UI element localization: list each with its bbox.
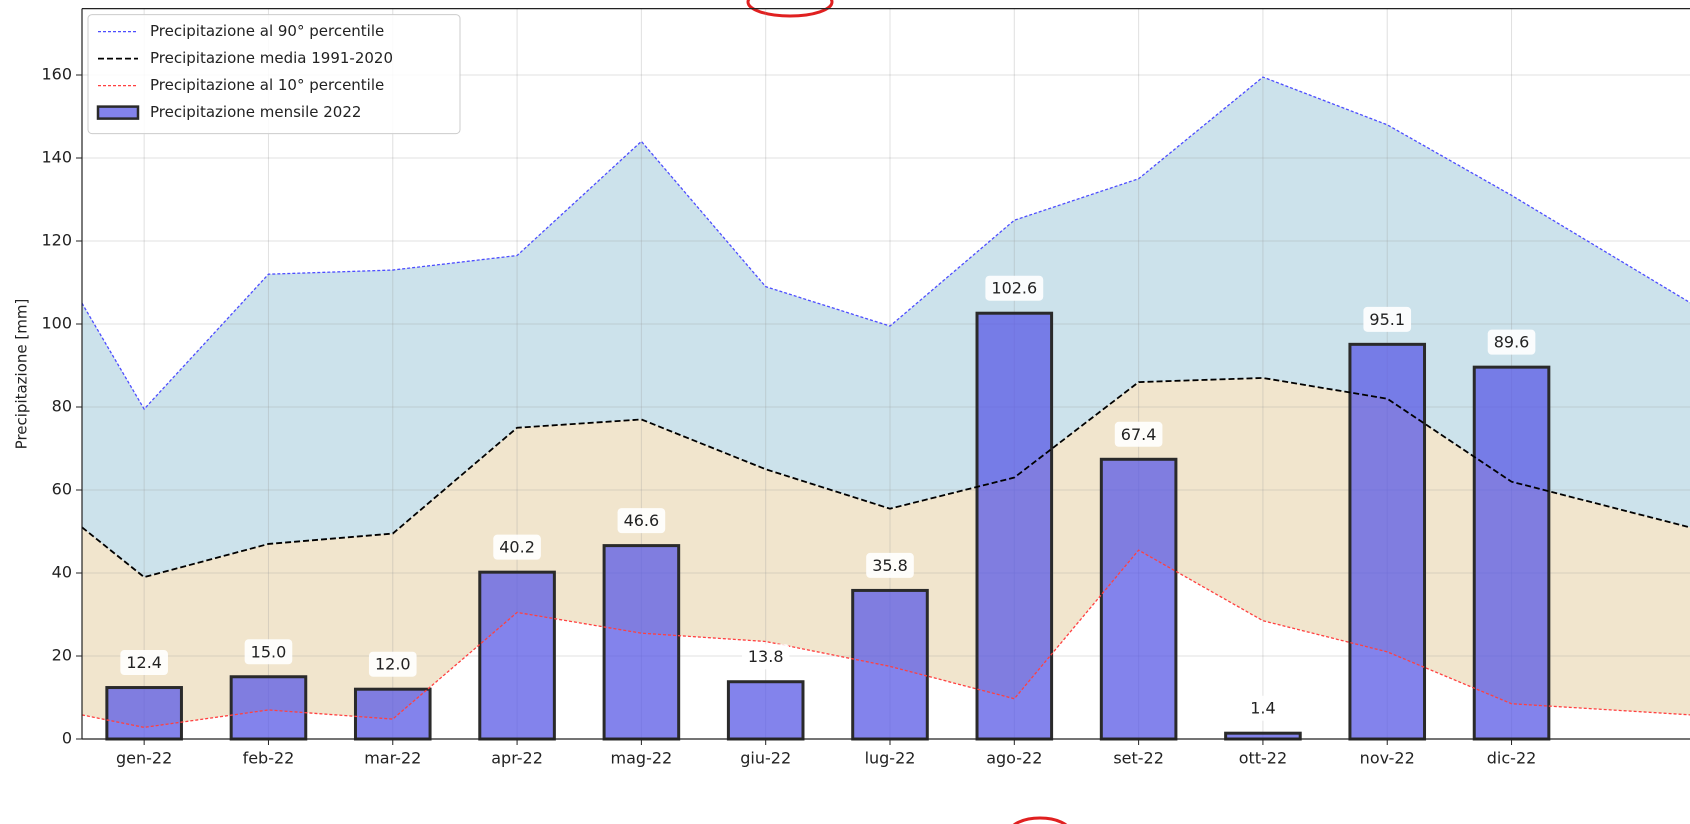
legend-label: Precipitazione mensile 2022 bbox=[150, 103, 361, 121]
data-label: 67.4 bbox=[1121, 425, 1157, 444]
legend-swatch bbox=[96, 105, 140, 120]
x-tick-label: mag-22 bbox=[611, 749, 673, 768]
y-tick-label: 160 bbox=[41, 65, 72, 84]
data-label-box bbox=[493, 534, 541, 560]
y-tick-label: 40 bbox=[52, 563, 72, 582]
y-tick-label: 100 bbox=[41, 314, 72, 333]
legend-box bbox=[87, 14, 461, 135]
bar bbox=[105, 686, 183, 741]
bar bbox=[602, 544, 681, 741]
x-tick-label: nov-22 bbox=[1360, 749, 1415, 768]
bar bbox=[975, 311, 1054, 741]
data-label: 1.4 bbox=[1250, 699, 1275, 718]
data-label: 102.6 bbox=[991, 279, 1037, 298]
annotation-circle bbox=[1012, 816, 1068, 824]
bar bbox=[851, 588, 929, 741]
area-band bbox=[82, 77, 1690, 578]
data-label-box bbox=[866, 552, 914, 578]
legend-label: Precipitazione al 90° percentile bbox=[150, 22, 384, 40]
x-tick-label: giu-22 bbox=[740, 749, 791, 768]
data-label-box bbox=[244, 639, 293, 665]
bar bbox=[478, 570, 556, 741]
data-label-box bbox=[985, 275, 1044, 301]
line bbox=[81, 549, 1690, 729]
y-tick-label: 20 bbox=[52, 646, 72, 665]
data-label: 12.4 bbox=[126, 653, 162, 672]
x-tick-label: ott-22 bbox=[1239, 749, 1287, 768]
x-tick-label: gen-22 bbox=[116, 749, 172, 768]
bar bbox=[1224, 731, 1302, 741]
data-label-box bbox=[120, 650, 168, 676]
x-tick-label: ago-22 bbox=[986, 749, 1042, 768]
x-tick-label: mar-22 bbox=[364, 749, 421, 768]
data-label: 35.8 bbox=[872, 556, 908, 575]
line bbox=[81, 377, 1690, 579]
data-label: 95.1 bbox=[1369, 310, 1405, 329]
x-tick-label: feb-22 bbox=[243, 749, 295, 768]
legend: Precipitazione al 90° percentile Precipit… bbox=[87, 14, 461, 135]
y-axis-label: Precipitazione [mm] bbox=[13, 299, 31, 450]
x-tick-label: dic-22 bbox=[1487, 749, 1537, 768]
bar bbox=[1099, 457, 1178, 741]
y-tick-label: 80 bbox=[52, 397, 72, 416]
line bbox=[81, 76, 1690, 411]
y-tick-label: 60 bbox=[52, 480, 72, 499]
y-tick-label: 0 bbox=[62, 729, 72, 748]
data-label-box bbox=[1114, 421, 1163, 447]
data-label-box bbox=[1363, 306, 1412, 332]
legend-label: Precipitazione al 10° percentile bbox=[150, 76, 384, 94]
bar bbox=[229, 675, 308, 741]
data-label-box bbox=[617, 508, 666, 534]
data-label: 40.2 bbox=[499, 538, 535, 557]
data-label-box bbox=[368, 651, 417, 677]
data-label: 46.6 bbox=[624, 511, 660, 530]
bar bbox=[1348, 342, 1427, 741]
data-label-box bbox=[1487, 329, 1536, 355]
bar bbox=[1472, 365, 1551, 741]
y-tick-label: 140 bbox=[41, 148, 72, 167]
data-label-box bbox=[741, 644, 790, 670]
bar bbox=[726, 680, 805, 741]
x-tick-label: lug-22 bbox=[865, 749, 916, 768]
data-label: 12.0 bbox=[375, 655, 411, 674]
data-label: 89.6 bbox=[1494, 333, 1530, 352]
data-label-box bbox=[1244, 695, 1282, 721]
legend-label: Precipitazione media 1991-2020 bbox=[150, 49, 393, 67]
x-tick-label: set-22 bbox=[1113, 749, 1164, 768]
x-tick-label: apr-22 bbox=[491, 749, 543, 768]
data-label: 13.8 bbox=[748, 647, 784, 666]
annotation-circle bbox=[746, 0, 834, 18]
data-label: 15.0 bbox=[251, 642, 287, 661]
y-tick-label: 120 bbox=[41, 231, 72, 250]
